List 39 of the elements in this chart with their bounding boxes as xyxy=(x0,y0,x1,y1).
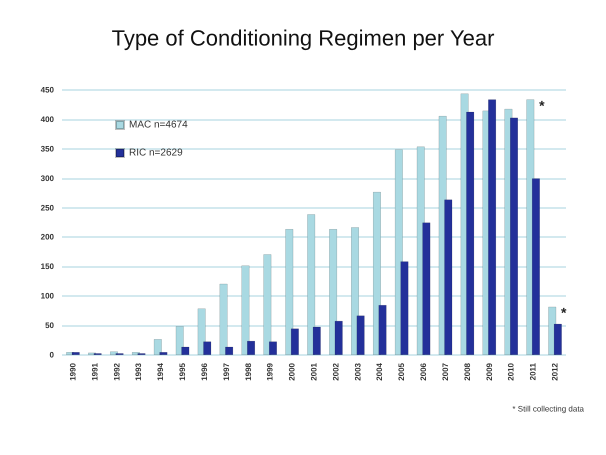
annotation: * xyxy=(539,97,546,114)
y-tick-label: 100 xyxy=(40,292,55,301)
x-tick-label: 2009 xyxy=(484,362,494,381)
legend-label: RIC n=2629 xyxy=(129,148,184,158)
x-tick-label: 1999 xyxy=(266,362,275,381)
x-tick-label: 1998 xyxy=(244,362,253,381)
x-tick-label: 2008 xyxy=(462,362,472,381)
x-tick-label: 2001 xyxy=(310,362,318,381)
x-tick-label: 1992 xyxy=(112,362,122,381)
x-tick-label: 1993 xyxy=(134,362,144,381)
x-tick-label: 1996 xyxy=(200,362,209,381)
x-tick-label: 2004 xyxy=(375,362,384,381)
y-tick-label: 350 xyxy=(40,144,55,154)
x-tick-label: 2000 xyxy=(288,362,297,381)
x-tick-label: 2002 xyxy=(331,362,340,381)
y-tick-label: 300 xyxy=(40,174,55,183)
legend-label: MAC n=4674 xyxy=(129,120,188,130)
x-tick-label: 1990 xyxy=(68,362,78,381)
y-tick-label: 400 xyxy=(40,114,55,124)
x-tick-label: 1994 xyxy=(156,362,166,381)
text: * Still collecting data xyxy=(512,404,585,414)
x-tick-label: 2003 xyxy=(353,362,362,381)
chart-title: Type of Conditioning Regimen per Year xyxy=(112,26,494,50)
x-tick-label: 2011 xyxy=(528,362,538,380)
y-tick-label: 250 xyxy=(40,203,55,212)
y-tick-label: 200 xyxy=(40,232,55,242)
x-tick-label: 1997 xyxy=(222,362,231,381)
x-tick-label: 2005 xyxy=(397,362,406,381)
x-tick-label: 2007 xyxy=(440,362,450,381)
y-tick-label: 150 xyxy=(40,262,55,272)
annotation: * xyxy=(561,304,568,321)
x-tick-label: 2010 xyxy=(506,362,516,381)
x-tick-label: 1995 xyxy=(178,362,188,381)
y-tick-label: 0 xyxy=(50,350,55,360)
x-tick-label: 1991 xyxy=(90,362,100,381)
y-tick-label: 50 xyxy=(45,321,55,330)
x-tick-label: 2012 xyxy=(550,362,560,381)
x-tick-label: 2006 xyxy=(419,362,428,381)
y-tick-label: 450 xyxy=(40,86,55,94)
